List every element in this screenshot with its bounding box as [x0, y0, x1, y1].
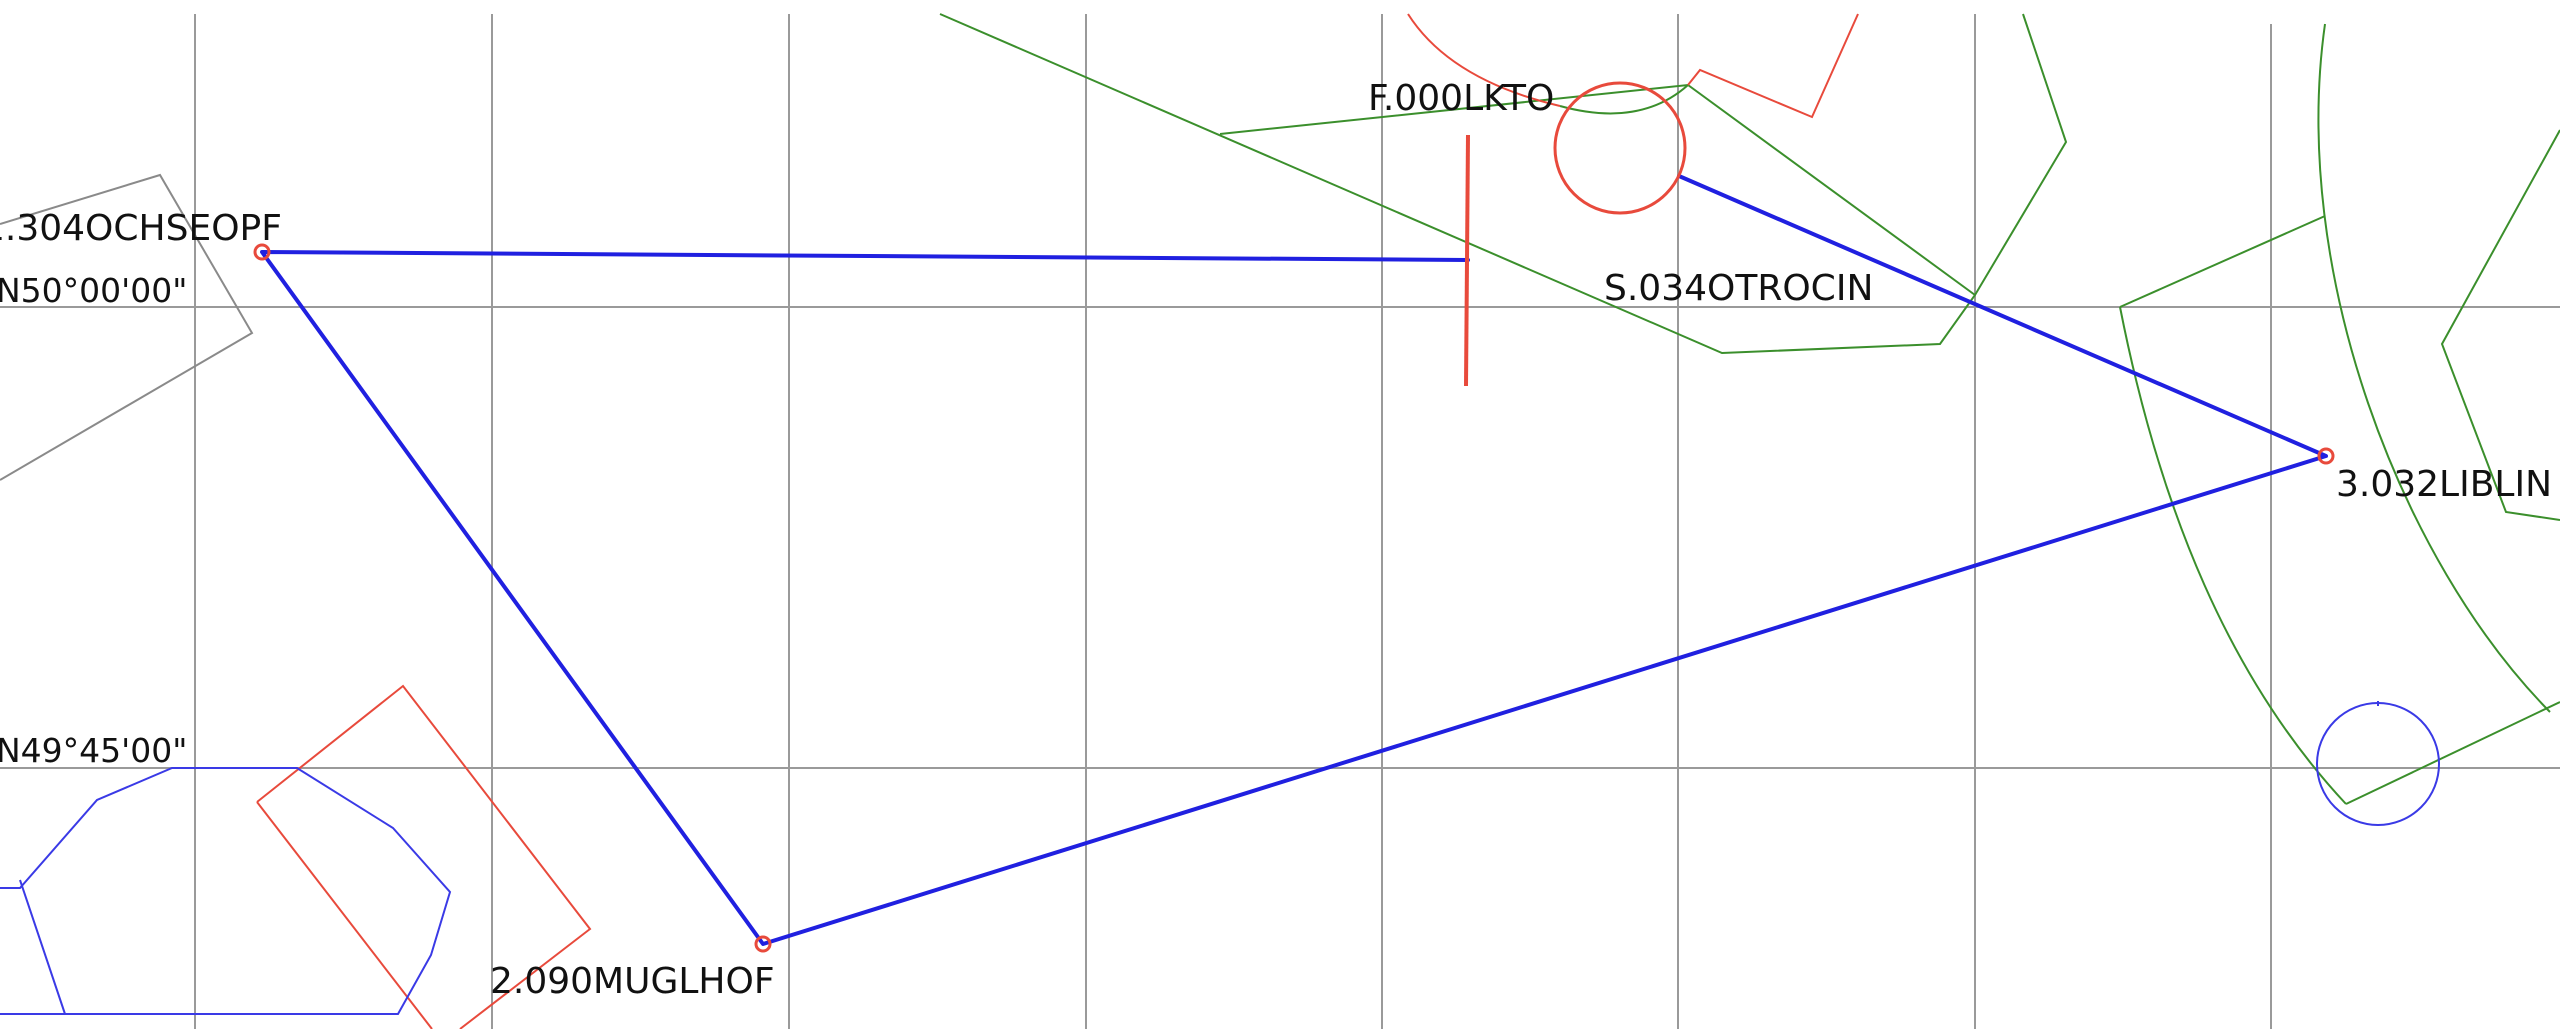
- airspace-green-sector: [939, 13, 2068, 355]
- airspace-blue-circle: [2316, 702, 2440, 826]
- turnpoint-label-ochseopf: 1.304OCHSEOPF: [0, 208, 282, 249]
- airspace-green-group: [939, 13, 2560, 805]
- map-grid: [0, 14, 2560, 1029]
- airspace-blue-poly: [0, 767, 452, 1015]
- latitude-label-upper: N50°00'00": [0, 271, 187, 310]
- airspace-green-right-poly: [2440, 129, 2560, 521]
- start-label: S.034OTROCIN: [1604, 268, 1873, 309]
- turnpoint-marker-liblin[interactable]: [2317, 447, 2335, 465]
- airspace-red-lower-box-edge: [256, 801, 433, 1029]
- latitude-label-lower: N49°45'00": [0, 731, 187, 770]
- start-circle[interactable]: [1553, 81, 1687, 215]
- airspace-green-arc-right: [2317, 23, 2551, 713]
- airspace-red-group: [256, 13, 1859, 1029]
- airspace-green-arc-top: [1559, 84, 1689, 115]
- turnpoint-label-muglhof: 2.090MUGLHOF: [490, 961, 775, 1002]
- airspace-grey: [0, 173, 254, 481]
- airspace-blue-inner: [19, 879, 66, 1015]
- airspace-green-connector-lower: [2345, 701, 2560, 805]
- turnpoint-label-liblin: 3.032LIBLIN: [2336, 464, 2552, 505]
- airspace-green-connector: [2119, 215, 2326, 308]
- airspace-green-arc-left: [2119, 306, 2347, 805]
- turnpoint-marker-ochseopf[interactable]: [253, 243, 271, 261]
- airspace-red-top-poly: [1687, 13, 1859, 119]
- turnpoint-marker-muglhof[interactable]: [754, 935, 772, 953]
- airspace-green-lower: [1219, 83, 1976, 296]
- finish-line: [1464, 134, 1470, 387]
- airspace-red-top-arc: [1407, 13, 1561, 107]
- airspace-blue-group: [0, 701, 2440, 1015]
- task-route: [260, 174, 2328, 946]
- airspace-red-lower-box: [256, 684, 592, 1029]
- finish-label: F.000LKTO: [1368, 78, 1554, 119]
